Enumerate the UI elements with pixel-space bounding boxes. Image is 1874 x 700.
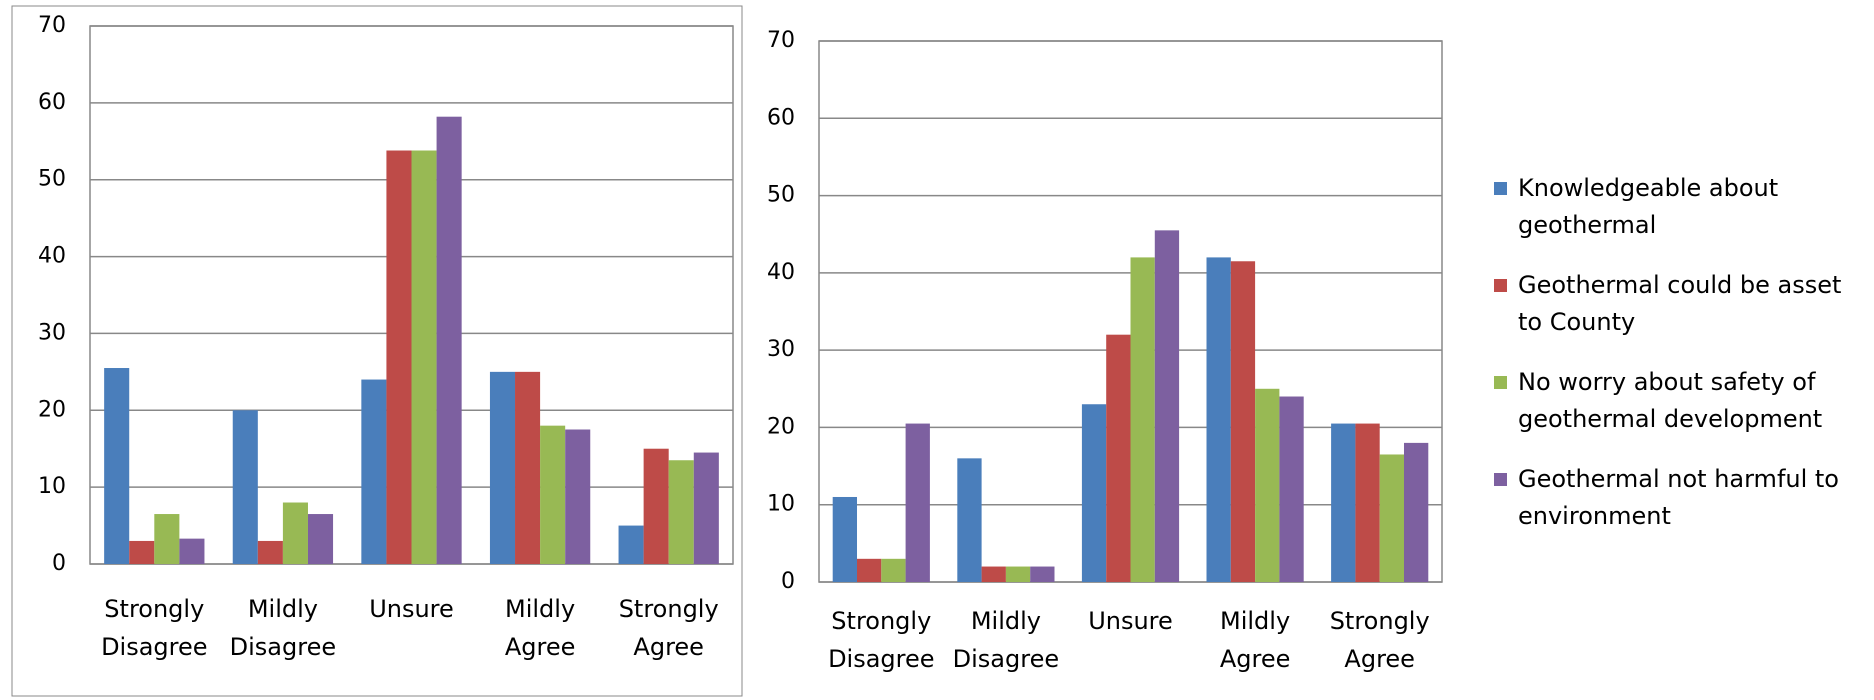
- y-tick-label: 40: [767, 260, 795, 285]
- x-tick-label: Strongly Disagree: [101, 595, 208, 661]
- x-tick-label: Strongly Disagree: [828, 607, 935, 673]
- bar: [1106, 334, 1131, 582]
- legend-swatch: [1494, 279, 1507, 292]
- y-tick-label: 20: [38, 397, 66, 422]
- bar: [257, 540, 283, 564]
- y-tick-label: 40: [38, 244, 66, 269]
- y-tick-label: 70: [38, 13, 66, 38]
- y-tick-label: 70: [767, 28, 795, 53]
- bar: [386, 150, 412, 564]
- y-tick-label: 50: [38, 167, 66, 192]
- bar: [668, 460, 694, 564]
- bar: [1230, 261, 1256, 582]
- bar: [957, 458, 982, 582]
- x-tick-label: Mildly Disagree: [952, 607, 1060, 673]
- x-tick-label: Unsure: [1088, 607, 1173, 635]
- legend-swatch: [1494, 182, 1507, 195]
- legend-label: Geothermal not harmful to environment: [1518, 465, 1839, 530]
- bar: [1130, 257, 1155, 582]
- bar: [905, 423, 930, 582]
- x-tick-label: Unsure: [369, 595, 454, 623]
- bar: [540, 425, 566, 564]
- bar: [1331, 423, 1356, 582]
- bar: [1355, 423, 1380, 582]
- bar: [857, 558, 882, 582]
- bar: [981, 566, 1006, 582]
- y-tick-label: 10: [767, 492, 795, 517]
- y-tick-label: 60: [767, 105, 795, 130]
- bar: [436, 116, 462, 564]
- x-tick-label: Strongly Agree: [618, 595, 719, 661]
- bar: [307, 514, 334, 564]
- bar: [154, 514, 180, 564]
- bar: [832, 496, 858, 582]
- bar: [411, 150, 437, 564]
- y-tick-label: 0: [781, 569, 795, 594]
- bar: [129, 540, 155, 564]
- y-tick-label: 0: [52, 551, 66, 576]
- bar: [1255, 388, 1280, 582]
- legend-swatch: [1494, 376, 1507, 389]
- bar: [1403, 442, 1429, 582]
- legend-label: Geothermal could be asset to County: [1518, 271, 1842, 336]
- bar: [515, 371, 541, 564]
- bar: [1154, 230, 1180, 582]
- bar: [881, 558, 906, 582]
- y-tick-label: 30: [38, 320, 66, 345]
- y-tick-label: 50: [767, 183, 795, 208]
- y-tick-label: 20: [767, 414, 795, 439]
- legend-label: Knowledgeable about geothermal: [1518, 174, 1779, 239]
- bar: [1279, 396, 1304, 582]
- bar: [361, 379, 387, 564]
- bar: [1081, 404, 1107, 582]
- y-tick-label: 10: [38, 474, 66, 499]
- bar: [693, 452, 719, 564]
- x-tick-label: Mildly Agree: [504, 595, 576, 661]
- chart-border: [11, 5, 743, 697]
- bar: [282, 502, 308, 564]
- legend-swatch: [1494, 473, 1507, 486]
- bar: [232, 410, 258, 564]
- bar: [1206, 257, 1231, 582]
- y-tick-label: 60: [38, 90, 66, 115]
- bar: [618, 525, 644, 564]
- bar: [489, 371, 516, 564]
- bar: [179, 538, 205, 564]
- bar: [1030, 566, 1055, 582]
- x-tick-label: Mildly Agree: [1219, 607, 1291, 673]
- bar: [1005, 566, 1031, 582]
- bar: [643, 448, 669, 564]
- bar: [1379, 454, 1404, 582]
- bar: [565, 429, 591, 564]
- x-tick-label: Mildly Disagree: [229, 595, 337, 661]
- x-tick-label: Strongly Agree: [1329, 607, 1430, 673]
- y-tick-label: 30: [767, 337, 795, 362]
- bar: [104, 368, 130, 564]
- legend-label: No worry about safety of geothermal deve…: [1518, 368, 1823, 433]
